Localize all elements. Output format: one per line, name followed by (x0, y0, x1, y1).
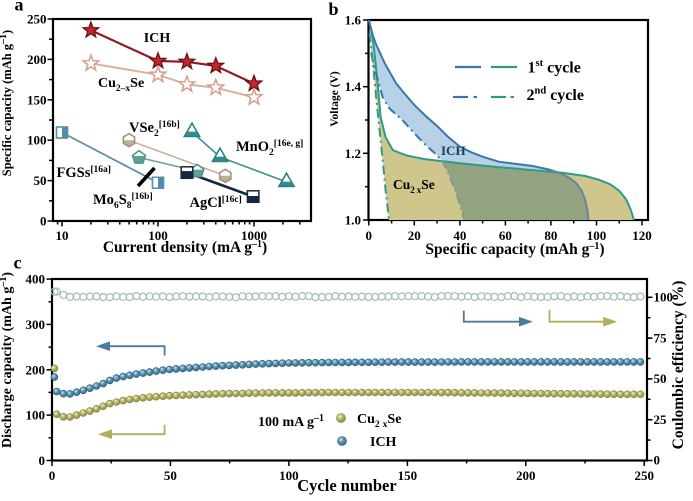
svg-text:Voltage (V): Voltage (V) (329, 71, 341, 127)
svg-text:ICH: ICH (370, 435, 397, 450)
svg-text:120: 120 (632, 228, 652, 243)
svg-text:1.4: 1.4 (345, 79, 362, 94)
svg-text:25: 25 (654, 412, 668, 427)
svg-text:1.0: 1.0 (345, 213, 361, 228)
svg-text:50: 50 (34, 173, 47, 188)
svg-text:0: 0 (39, 453, 46, 468)
svg-text:200: 200 (26, 362, 46, 377)
svg-text:ICH: ICH (441, 143, 466, 158)
svg-text:b: b (329, 0, 339, 19)
svg-text:200: 200 (27, 52, 47, 67)
svg-text:1.6: 1.6 (345, 13, 362, 28)
svg-text:50: 50 (654, 371, 667, 386)
svg-text:40: 40 (453, 228, 466, 243)
svg-text:0: 0 (654, 453, 661, 468)
svg-text:100: 100 (26, 408, 46, 423)
svg-text:150: 150 (398, 468, 418, 483)
svg-text:250: 250 (634, 468, 654, 483)
svg-text:200: 200 (516, 468, 536, 483)
svg-text:400: 400 (26, 272, 46, 287)
svg-text:Current density (mA g–1): Current density (mA g–1) (103, 239, 267, 256)
svg-text:100: 100 (279, 468, 299, 483)
svg-text:300: 300 (26, 317, 46, 332)
svg-text:1000: 1000 (241, 228, 267, 243)
svg-text:80: 80 (544, 228, 557, 243)
svg-text:0: 0 (40, 214, 47, 229)
svg-text:100: 100 (27, 133, 47, 148)
svg-text:0: 0 (49, 468, 56, 483)
svg-text:10: 10 (56, 228, 69, 243)
svg-text:100: 100 (587, 228, 607, 243)
svg-text:Specific capacity (mAh g–1): Specific capacity (mAh g–1) (0, 30, 14, 176)
svg-text:60: 60 (499, 228, 512, 243)
svg-text:250: 250 (27, 12, 47, 27)
svg-text:ICH: ICH (144, 31, 171, 46)
svg-text:75: 75 (654, 330, 668, 345)
svg-text:100: 100 (654, 290, 674, 305)
svg-text:Cycle number: Cycle number (297, 476, 396, 495)
svg-text:0: 0 (366, 228, 373, 243)
svg-text:Specific capacity (mAh g–1): Specific capacity (mAh g–1) (425, 241, 604, 258)
svg-text:150: 150 (27, 92, 47, 107)
svg-text:c: c (14, 253, 22, 273)
svg-text:Coulombic efficiency (%): Coulombic efficiency (%) (670, 281, 687, 450)
svg-text:20: 20 (408, 228, 421, 243)
svg-text:a: a (15, 0, 24, 15)
svg-text:1.2: 1.2 (345, 146, 361, 161)
svg-text:50: 50 (164, 468, 177, 483)
svg-text:Discharge capacity (mAh g–1): Discharge capacity (mAh g–1) (0, 272, 15, 448)
svg-text:100: 100 (148, 228, 168, 243)
svg-text:100 mA g–1: 100 mA g–1 (258, 413, 324, 430)
svg-text:Cu2–xSe: Cu2–xSe (98, 76, 144, 94)
